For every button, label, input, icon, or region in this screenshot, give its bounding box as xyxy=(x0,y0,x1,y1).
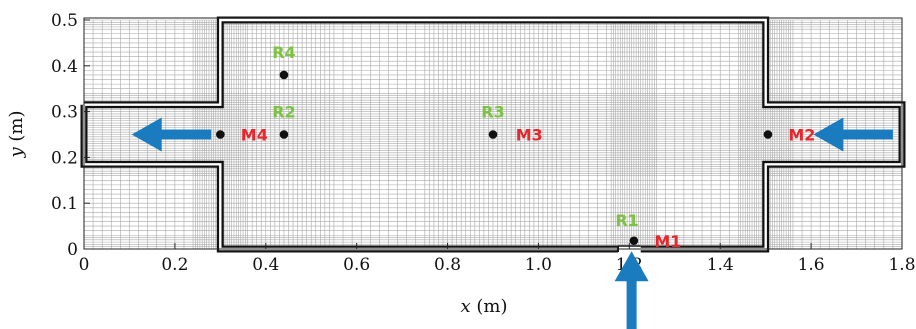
probe-dot xyxy=(488,130,498,139)
inlet-bottom-arrow xyxy=(614,251,649,329)
plot-frame xyxy=(83,17,903,250)
probe-points: M1 M2 M3 M4 R1 R2 R3 R4 xyxy=(216,43,815,251)
x-tick-label: 1.0 xyxy=(525,255,552,275)
probe-label-r1: R1 xyxy=(615,211,638,230)
x-tick-label: 0.8 xyxy=(434,255,461,275)
y-tick-label: 0.2 xyxy=(51,148,78,168)
outlet-left-arrow xyxy=(131,117,212,152)
y-axis-label: y (m) xyxy=(6,110,27,158)
probe-dot xyxy=(763,130,773,139)
axes-box xyxy=(83,17,903,250)
flow-arrows xyxy=(131,117,893,329)
y-tick-label: 0.5 xyxy=(51,11,78,31)
inlet-right-arrow xyxy=(813,117,893,152)
x-tick-label: 1.6 xyxy=(798,255,825,275)
x-tick-label: 1.4 xyxy=(707,255,734,275)
x-tick-label: 0 xyxy=(79,255,90,275)
probe-label-m4: M4 xyxy=(241,126,268,145)
x-axis-label: x (m) xyxy=(461,296,508,317)
probe-label-m1: M1 xyxy=(654,232,681,251)
x-tick-label: 0.4 xyxy=(252,255,279,275)
probe-dot xyxy=(279,70,289,80)
probe-dot xyxy=(279,130,289,139)
x-tick-label: 1.8 xyxy=(888,255,915,275)
y-tick-label: 0.3 xyxy=(51,103,78,123)
y-tick-label: 0.4 xyxy=(51,57,78,77)
probe-label-m2: M2 xyxy=(788,126,815,145)
y-tick-label: 0.1 xyxy=(51,194,78,214)
probe-label-r4: R4 xyxy=(272,43,295,62)
x-tick-label: 0.6 xyxy=(343,255,370,275)
probe-dot xyxy=(216,130,225,139)
probe-dot xyxy=(629,236,639,246)
probe-label-r2: R2 xyxy=(272,103,295,122)
y-tick-label: 0 xyxy=(67,240,78,260)
probe-label-m3: M3 xyxy=(516,126,543,145)
axis-ticks: 00.20.40.60.81.01.21.41.61.800.10.20.30.… xyxy=(51,11,916,275)
probe-label-r3: R3 xyxy=(481,103,504,122)
x-tick-label: 0.2 xyxy=(161,255,188,275)
